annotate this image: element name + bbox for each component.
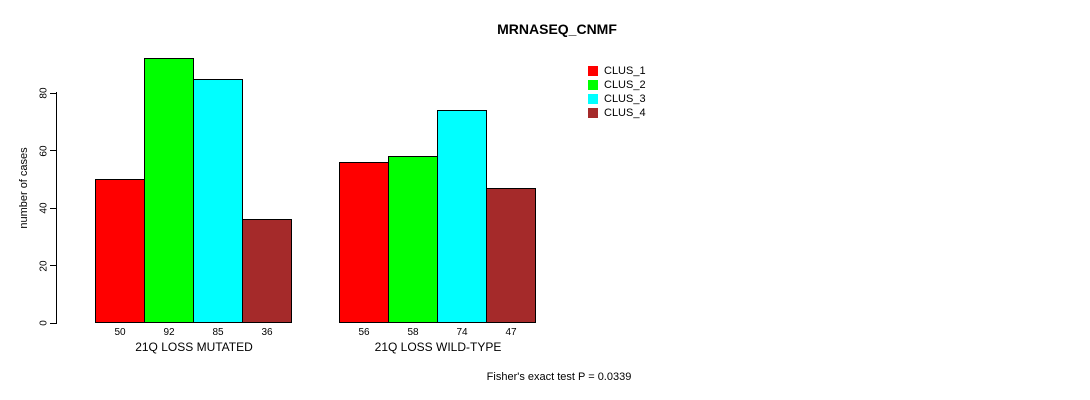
category-label: 21Q LOSS WILD-TYPE	[374, 340, 502, 354]
legend-item: CLUS_1	[588, 64, 646, 78]
y-axis-tick-label: 20	[38, 259, 50, 272]
bar-clus_4	[486, 188, 536, 323]
bar-value-label: 36	[261, 327, 273, 338]
legend-label: CLUS_2	[604, 79, 646, 91]
legend-item: CLUS_3	[588, 92, 646, 106]
y-axis-tick	[50, 265, 56, 266]
y-axis-tick	[50, 322, 56, 324]
legend-item: CLUS_4	[588, 106, 646, 120]
bar-value-label: 56	[358, 327, 370, 338]
chart-title: MRNASEQ_CNMF	[497, 21, 617, 37]
y-axis-line	[56, 92, 57, 324]
y-axis-tick-label: 60	[38, 144, 50, 157]
bar-clus_1	[95, 179, 145, 323]
legend-swatch-clus_3	[588, 94, 598, 104]
y-axis-tick-label: 0	[38, 320, 50, 326]
legend-swatch-clus_4	[588, 108, 598, 118]
bar-clus_2	[144, 58, 194, 323]
y-axis-tick-label: 40	[38, 202, 50, 214]
bar-value-label: 50	[114, 327, 126, 338]
fisher-test-annotation: Fisher's exact test P = 0.0339	[486, 371, 632, 383]
bar-value-label: 74	[456, 327, 468, 338]
bar-clus_4	[242, 219, 292, 323]
legend-label: CLUS_1	[604, 65, 646, 77]
legend-swatch-clus_1	[588, 66, 598, 76]
bar-clus_3	[437, 110, 487, 323]
bar-clus_3	[193, 79, 243, 323]
bar-value-label: 47	[505, 327, 517, 338]
y-axis-tick	[50, 207, 56, 209]
legend-item: CLUS_2	[588, 78, 646, 92]
y-axis-tick	[50, 150, 56, 151]
bar-clus_1	[339, 162, 389, 323]
bar-value-label: 92	[163, 327, 175, 338]
bar-value-label: 58	[407, 327, 419, 338]
bar-value-label: 85	[212, 327, 224, 338]
legend-swatch-clus_2	[588, 80, 598, 90]
y-axis-tick	[50, 92, 56, 94]
legend-label: CLUS_3	[604, 93, 646, 105]
legend-label: CLUS_4	[604, 107, 646, 119]
y-axis-label: number of cases	[18, 147, 30, 229]
bar-clus_2	[388, 156, 438, 323]
legend: CLUS_1 CLUS_2 CLUS_3 CLUS_4	[588, 64, 646, 120]
y-axis-tick-label: 80	[38, 87, 50, 99]
category-label: 21Q LOSS MUTATED	[135, 340, 253, 354]
